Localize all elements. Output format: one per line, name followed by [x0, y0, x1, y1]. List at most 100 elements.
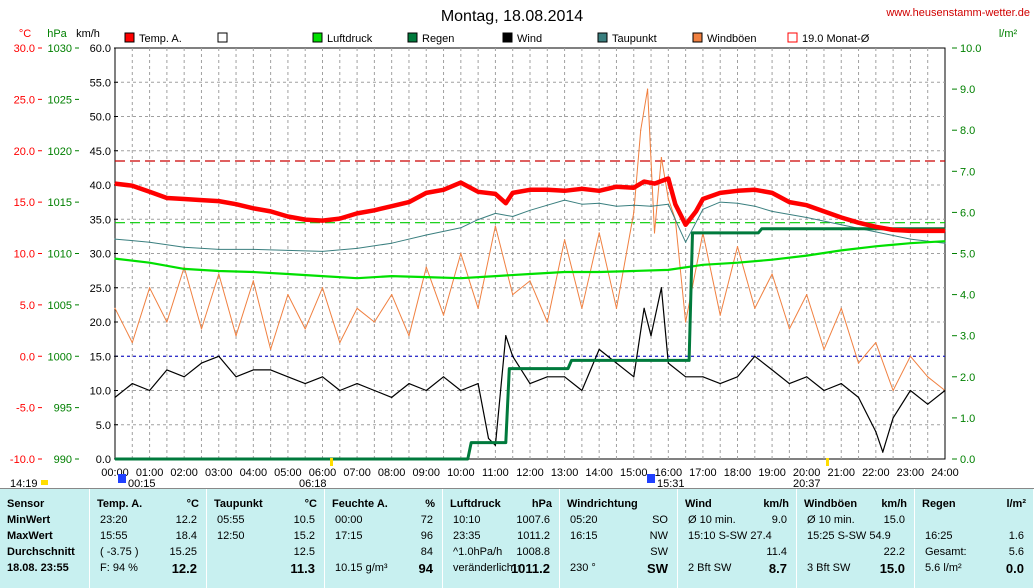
data-point	[702, 198, 704, 200]
legend-label: Windböen	[707, 33, 757, 45]
data-point	[653, 183, 656, 185]
data-point	[235, 335, 237, 337]
data-point	[909, 355, 912, 357]
cell-value: 11.4	[766, 546, 787, 558]
cell-label: ( -3.75 )	[100, 546, 139, 558]
cell-value: 15.2	[293, 530, 315, 542]
tick-label-hpa: 1020	[48, 146, 72, 158]
tick-label-hpa: 1025	[48, 94, 72, 106]
column-header: Windrichtung	[567, 498, 638, 510]
x-tick-label: 21:00	[827, 467, 855, 479]
unit-kmh: km/h	[76, 28, 100, 40]
cell-value: SW	[647, 561, 668, 576]
cell-value: 8.7	[768, 561, 787, 576]
panel-column-dew: Taupunkt °C 05:55 10.5 12:50 15.2 12.5 11.3	[207, 489, 325, 588]
data-point	[467, 458, 469, 460]
data-point	[477, 307, 479, 309]
tick-label-hpa: 990	[54, 454, 72, 466]
unit-hpa: hPa	[47, 28, 67, 40]
cell-label: 2 Bft SW	[688, 562, 732, 574]
data-point	[470, 441, 472, 444]
cell-value: NW	[649, 530, 668, 542]
data-point	[408, 201, 410, 203]
data-point	[840, 216, 842, 219]
legend-swatch	[597, 32, 608, 43]
data-point	[581, 203, 583, 205]
data-point	[633, 187, 635, 189]
data-point	[321, 287, 324, 289]
data-point	[252, 369, 254, 371]
data-point	[823, 389, 825, 392]
data-point	[287, 273, 289, 275]
data-point	[200, 328, 203, 330]
data-point	[667, 177, 669, 180]
data-point	[806, 294, 808, 296]
series-line-regen	[115, 227, 945, 461]
cell-value: SW	[650, 546, 668, 558]
cell-label: Ø 10 min.	[807, 514, 855, 526]
data-point	[563, 199, 566, 201]
data-point	[563, 271, 566, 273]
legend-swatch	[217, 32, 228, 43]
column-header: Temp. A.	[97, 498, 143, 510]
data-point	[183, 268, 185, 270]
legend-label: Temp. A.	[139, 33, 182, 45]
data-point	[598, 202, 600, 204]
cell-label: ^1.0hPa/h	[453, 546, 503, 558]
data-point	[691, 232, 694, 234]
cell-value: 15.25	[169, 546, 197, 558]
tick-label-kmh: 45.0	[90, 146, 111, 158]
data-point	[736, 246, 739, 248]
data-point	[546, 204, 548, 206]
data-point	[529, 383, 531, 385]
data-point	[183, 246, 185, 248]
data-point	[391, 205, 393, 207]
data-point	[270, 210, 272, 212]
column-unit: km/h	[881, 498, 907, 510]
data-point	[909, 238, 912, 240]
data-point	[806, 254, 808, 257]
data-point	[512, 294, 514, 296]
marker-sunrise: 06:18	[299, 478, 327, 488]
data-point	[391, 242, 393, 244]
website-link[interactable]: www.heusenstamm-wetter.de	[885, 7, 1030, 19]
legend-swatch	[124, 32, 135, 43]
data-point	[166, 197, 168, 199]
legend-swatch	[692, 32, 703, 43]
sun-icon	[41, 480, 48, 485]
axes: 30.0 25.0 20.0 15.0 10.0 5.0 0.0 -5.0 -10.0 1030 1…	[10, 43, 982, 479]
series-line-taupunkt	[114, 199, 946, 252]
data-point	[875, 431, 877, 433]
tick-label-kmh: 30.0	[90, 249, 111, 261]
legend-label: Wind	[517, 33, 542, 45]
panel-column-temp: Temp. A. °C 23:20 12.2 15:55 18.4 ( -3.75 ) 15.…	[90, 489, 207, 588]
panel-column-sensor: Sensor MinWert MaxWert Durchschnitt 18.08. 2…	[0, 489, 90, 588]
data-point	[761, 228, 763, 230]
tick-label-hpa: 1030	[48, 43, 72, 55]
data-point	[304, 328, 306, 330]
tick-label-rain: 1.0	[960, 413, 975, 425]
tick-label-temp: 15.0	[14, 197, 35, 209]
data-point	[646, 88, 649, 90]
cell-label: 3 Bft SW	[807, 562, 851, 574]
cell-label: 15:25 S-SW 54.9	[807, 530, 891, 542]
data-point	[321, 250, 324, 253]
data-point	[373, 389, 375, 392]
tick-label-hpa: 1015	[48, 197, 72, 209]
data-point	[615, 186, 618, 188]
data-point	[688, 359, 690, 361]
x-tick-label: 05:00	[274, 467, 302, 479]
legend-swatch	[312, 32, 323, 43]
data-point	[857, 362, 860, 364]
data-point	[685, 376, 687, 378]
data-point	[356, 212, 358, 215]
data-point	[218, 273, 220, 275]
data-point	[570, 359, 573, 361]
data-point	[840, 307, 842, 309]
cell-label: 16:15	[570, 530, 598, 542]
tick-label-temp: 20.0	[14, 146, 35, 158]
x-tick-label: 02:00	[170, 467, 198, 479]
column-unit: °C	[186, 498, 199, 510]
data-point	[356, 307, 358, 309]
data-point	[321, 275, 324, 277]
